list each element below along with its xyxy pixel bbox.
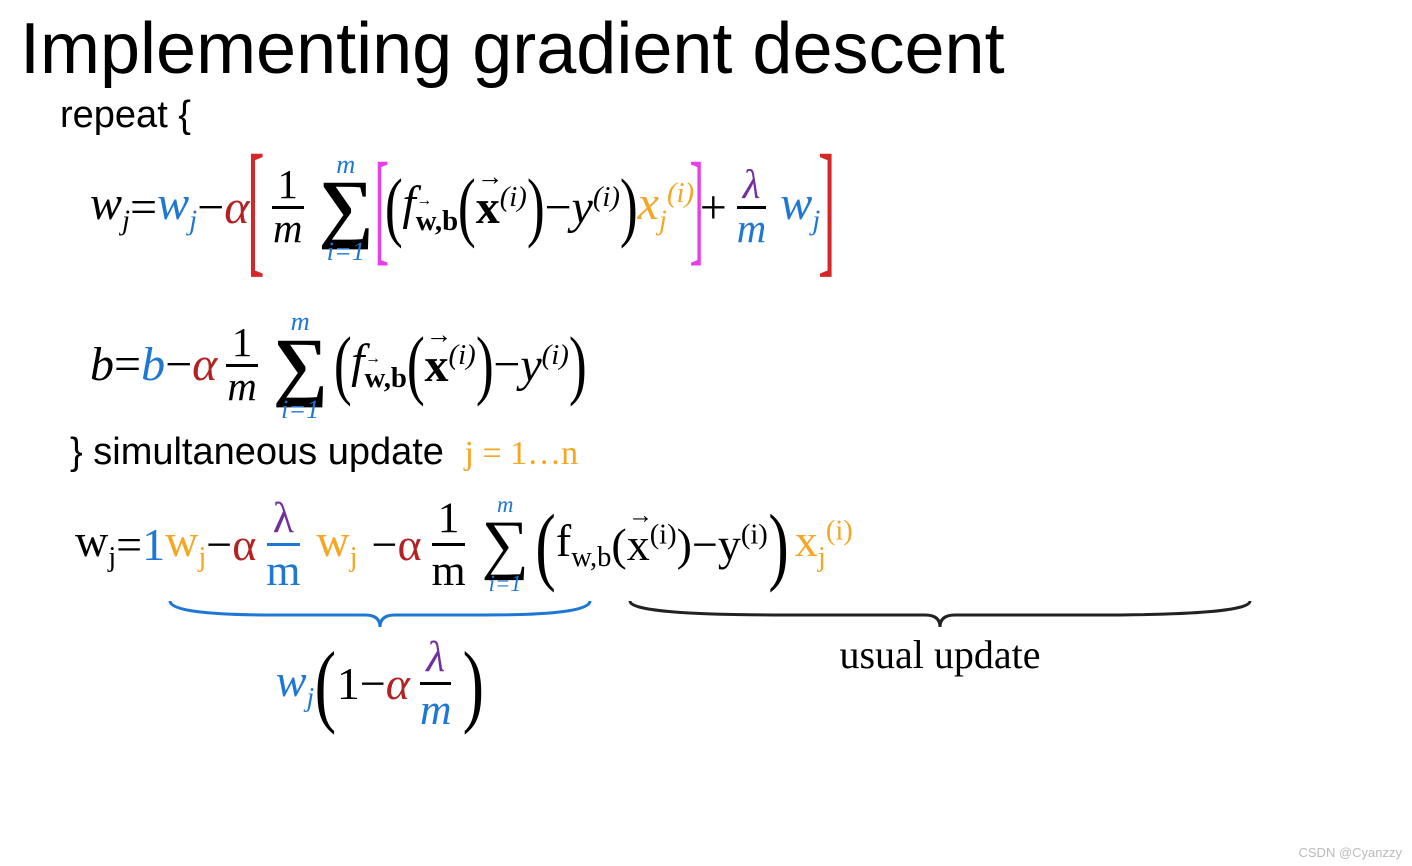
b-lhs: b xyxy=(90,341,114,389)
b-prev: b xyxy=(141,341,165,389)
paren-open: ( xyxy=(333,327,351,404)
fx-paren-open: ( xyxy=(407,327,425,404)
paren-close: ) xyxy=(569,327,587,404)
paren-close: ) xyxy=(768,494,788,595)
outer-bracket-left: [ xyxy=(248,137,265,278)
alpha: α xyxy=(224,184,249,232)
repeat-close: } simultaneous update j = 1…n xyxy=(70,431,1412,474)
paren-open: ( xyxy=(385,169,403,246)
paren-close: ) xyxy=(620,169,638,246)
wj: wj xyxy=(75,514,116,574)
paren-open: ( xyxy=(535,494,555,595)
wj2: wj xyxy=(165,514,206,574)
frac-1-m: 1 m xyxy=(267,165,308,250)
usual-update-label: usual update xyxy=(839,631,1040,678)
one: 1 xyxy=(142,518,165,571)
f-wb: fw,b xyxy=(402,180,458,235)
minus-y: − xyxy=(544,184,571,232)
inner-bracket-right: ] xyxy=(690,148,705,267)
x-vec: x(i) xyxy=(476,183,527,232)
frac-lambda-m: λ m xyxy=(260,493,306,596)
f-wb: fw,b xyxy=(556,514,611,574)
y-i: y(i) xyxy=(718,518,768,571)
underbrace-usual-update: usual update xyxy=(625,597,1255,737)
slide-title: Implementing gradient descent xyxy=(20,8,1412,90)
equals: = xyxy=(114,341,141,389)
minus-y: − xyxy=(493,341,520,389)
xj-i: xj(i) xyxy=(795,514,853,574)
equals: = xyxy=(116,518,142,571)
paren-fx-close: ) xyxy=(677,518,692,571)
x-vec: x(i) xyxy=(425,341,476,390)
x-vec: x(i) xyxy=(627,518,677,571)
fx-paren-close: ) xyxy=(527,169,545,246)
shrink-expression: wj ( 1 − α λ m ) xyxy=(276,631,484,737)
minus2: − xyxy=(372,518,398,571)
brace-icon xyxy=(165,597,595,631)
sum-i: m ∑ i=1 xyxy=(273,308,328,422)
sum-i: m ∑ i=1 xyxy=(318,151,373,265)
outer-bracket-right: ] xyxy=(818,137,835,278)
equation-b-update: b = b − α 1 m m ∑ i=1 ( fw,b ( x(i) ) − … xyxy=(90,308,1412,422)
xj-i: xj(i) xyxy=(638,179,695,235)
alpha2: α xyxy=(397,518,421,571)
brace-icon xyxy=(625,597,1255,631)
wj3: wj xyxy=(316,514,357,574)
frac-lambda-m: λ m xyxy=(731,165,772,250)
equation-wj-update: wj = wj − α [ 1 m m ∑ i=1 [ ( fw,b ( x(i… xyxy=(90,137,1412,278)
y-i: y(i) xyxy=(572,183,621,232)
minus: − xyxy=(165,341,192,389)
minus: − xyxy=(206,518,232,571)
y-i: y(i) xyxy=(520,341,569,390)
underbrace-row: wj ( 1 − α λ m ) usual update xyxy=(165,597,1412,737)
fx-paren-close: ) xyxy=(476,327,494,404)
alpha: α xyxy=(192,341,217,389)
equals: = xyxy=(130,184,157,232)
sum-i: m ∑ i=1 xyxy=(482,492,529,597)
minus-y: − xyxy=(692,518,718,571)
alpha: α xyxy=(232,518,256,571)
frac-1-m: 1 m xyxy=(426,493,472,596)
f-wb: fw,b xyxy=(351,338,407,393)
paren-fx-open: ( xyxy=(611,518,626,571)
j-range: j = 1…n xyxy=(465,435,579,472)
underbrace-shrink-term: wj ( 1 − α λ m ) xyxy=(165,597,595,737)
wj-reg: wj xyxy=(780,180,820,235)
wj-prev: wj xyxy=(157,180,197,235)
equation-wj-expanded: wj = 1 wj − α λ m wj − α 1 m m ∑ i=1 ( f… xyxy=(75,492,1412,597)
wj-lhs: wj xyxy=(90,180,130,235)
frac-1-m: 1 m xyxy=(221,323,262,408)
minus: − xyxy=(197,184,224,232)
fx-paren-open: ( xyxy=(458,169,476,246)
